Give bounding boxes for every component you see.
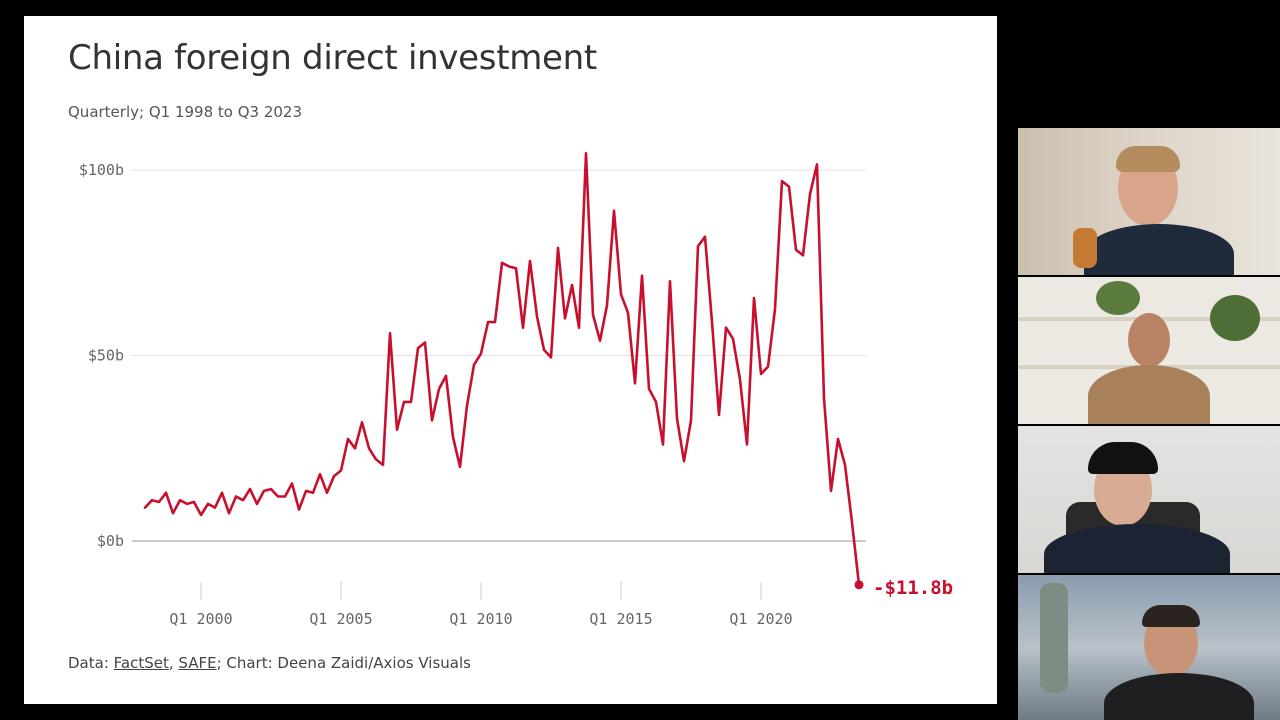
participant-2-plant bbox=[1096, 281, 1140, 315]
fdi-series-line bbox=[143, 152, 861, 587]
source-separator: , bbox=[168, 654, 179, 672]
participant-3-cap bbox=[1088, 442, 1158, 474]
x-tick-label: Q1 2000 bbox=[169, 610, 232, 628]
chart-subtitle: Quarterly; Q1 1998 to Q3 2023 bbox=[68, 103, 302, 121]
participant-video-1[interactable] bbox=[1018, 128, 1280, 275]
participant-2-head bbox=[1128, 313, 1170, 367]
source-prefix: Data: bbox=[68, 654, 114, 672]
participant-1-body bbox=[1084, 224, 1234, 275]
chart-title: China foreign direct investment bbox=[68, 38, 597, 78]
participant-video-4[interactable] bbox=[1018, 575, 1280, 720]
participant-video-2[interactable] bbox=[1018, 277, 1280, 424]
participant-2-body bbox=[1088, 365, 1210, 424]
participant-4-statue bbox=[1040, 583, 1068, 693]
x-tick-label: Q1 2020 bbox=[729, 610, 792, 628]
participant-2-plant-right bbox=[1210, 295, 1260, 341]
factset-link[interactable]: FactSet bbox=[113, 654, 169, 672]
x-tick-label: Q1 2010 bbox=[449, 610, 512, 628]
x-tick-label: Q1 2015 bbox=[589, 610, 652, 628]
y-tick-label: $50b bbox=[88, 347, 124, 365]
source-line: Data: FactSet, SAFE; Chart: Deena Zaidi/… bbox=[68, 654, 471, 672]
participant-1-decor bbox=[1073, 228, 1097, 268]
end-point-marker bbox=[854, 580, 864, 590]
chart-slide: China foreign direct investment Quarterl… bbox=[24, 16, 997, 704]
end-value-label: -$11.8b bbox=[873, 577, 953, 599]
participant-1-hair bbox=[1116, 146, 1180, 172]
y-tick-label: $100b bbox=[79, 161, 124, 179]
participant-4-hair bbox=[1142, 605, 1200, 627]
participant-3-body bbox=[1044, 524, 1230, 573]
x-tick-label: Q1 2005 bbox=[309, 610, 372, 628]
participant-video-3[interactable] bbox=[1018, 426, 1280, 573]
safe-link[interactable]: SAFE bbox=[178, 654, 217, 672]
fdi-line-chart: $100b $50b $0b Q1 2000 Q1 2005 Q1 2010 Q1 2015… bbox=[79, 152, 953, 628]
source-suffix: ; Chart: Deena Zaidi/Axios Visuals bbox=[216, 654, 471, 672]
y-tick-label: $0b bbox=[97, 532, 124, 550]
participant-4-body bbox=[1104, 673, 1254, 720]
